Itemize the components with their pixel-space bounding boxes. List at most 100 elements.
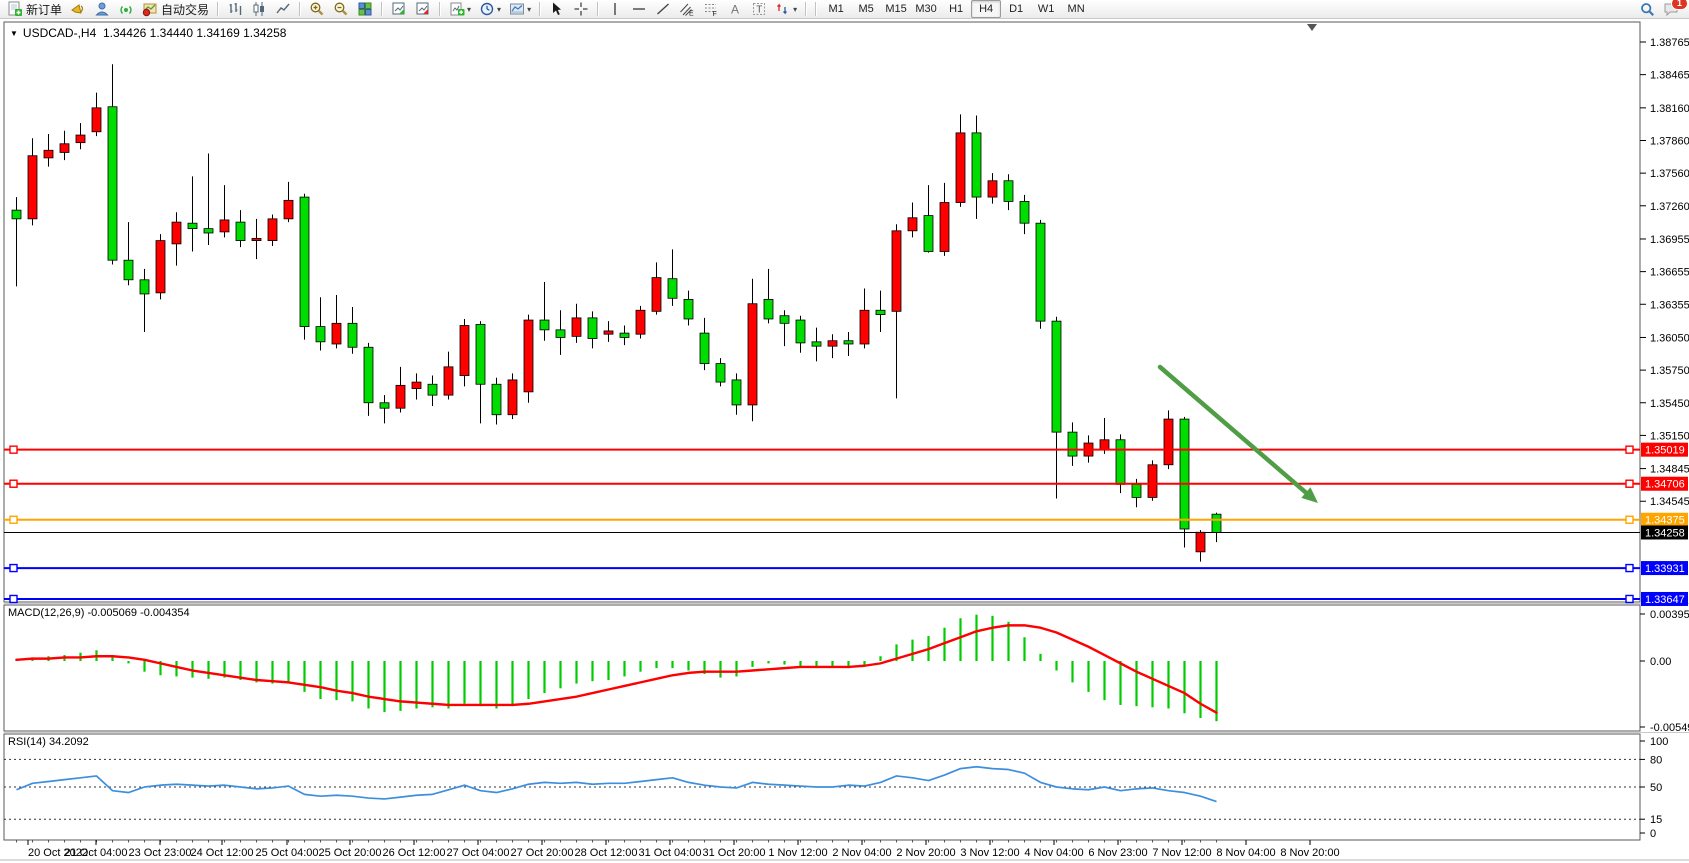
community-button[interactable] bbox=[90, 0, 114, 19]
autotrading-button[interactable]: 自动交易 bbox=[138, 0, 213, 19]
toolbar-groups: 新订单 自动交易 ▾ ▾ ▾ E F A T ▾ bbox=[3, 0, 811, 19]
support-line-1-handle-right[interactable] bbox=[1625, 563, 1634, 573]
cursor-button[interactable] bbox=[545, 0, 569, 19]
resistance-line-2-price-flag-label: 1.34706 bbox=[1645, 479, 1685, 491]
candle-body-bear bbox=[779, 315, 790, 324]
candle-body-bear bbox=[587, 317, 598, 339]
time-axis-label: 31 Oct 04:00 bbox=[639, 847, 702, 859]
candle-body-bull bbox=[251, 238, 262, 242]
align-charts-button[interactable] bbox=[411, 0, 435, 19]
text-a-icon: A bbox=[727, 1, 743, 17]
resistance-line-1-handle-left[interactable] bbox=[9, 445, 18, 454]
time-axis-label: 6 Nov 23:00 bbox=[1088, 847, 1147, 859]
timeframe-button-mn[interactable]: MN bbox=[1067, 3, 1085, 15]
candle-body-bear bbox=[315, 326, 326, 343]
candle-body-bear bbox=[731, 379, 742, 406]
toolbar-separator bbox=[539, 2, 542, 16]
zoom-in-button[interactable] bbox=[305, 0, 329, 19]
search-button[interactable] bbox=[1636, 0, 1659, 19]
candle-body-bear bbox=[699, 332, 710, 364]
resistance-line-1-handle-right[interactable] bbox=[1625, 445, 1634, 454]
resistance-line-2-handle-right[interactable] bbox=[1625, 479, 1634, 488]
period-button[interactable]: ▾ bbox=[475, 0, 505, 19]
candle-body-bull bbox=[1147, 464, 1158, 498]
notification-badge: 1 bbox=[1671, 0, 1688, 10]
price-axis-label: 1.36655 bbox=[1650, 267, 1689, 279]
support-line-2-price-flag-label: 1.33647 bbox=[1645, 594, 1685, 606]
resistance-line-2-price-flag bbox=[1641, 476, 1688, 491]
new-order-button[interactable]: 新订单 bbox=[3, 0, 66, 19]
zoom-out-icon bbox=[333, 1, 349, 17]
time-axis-label: 23 Oct 23:00 bbox=[129, 847, 192, 859]
candle-body-bull bbox=[411, 381, 422, 390]
chart-window-title: ▼ USDCAD-,H4 1.34426 1.34440 1.34169 1.34… bbox=[10, 26, 286, 40]
rsi-axis-label: 0 bbox=[1650, 828, 1656, 840]
trendline-button[interactable] bbox=[651, 0, 675, 19]
support-line-1-handle-left[interactable] bbox=[9, 563, 18, 573]
timeframe-button-m15[interactable]: M15 bbox=[885, 3, 907, 15]
candle-body-bull bbox=[283, 199, 294, 220]
timeframe-button-m1[interactable]: M1 bbox=[828, 3, 844, 15]
template-icon bbox=[509, 1, 525, 17]
timeframe-button-m5[interactable]: M5 bbox=[858, 3, 874, 15]
text-label-button[interactable]: T bbox=[747, 0, 771, 19]
channel-button[interactable]: E bbox=[675, 0, 699, 19]
support-line-2-handle-left[interactable] bbox=[9, 594, 18, 604]
time-axis-label: 8 Nov 20:00 bbox=[1280, 847, 1339, 859]
support-line-2-handle-right[interactable] bbox=[1625, 594, 1634, 604]
collapse-triangle-icon[interactable]: ▼ bbox=[10, 29, 18, 38]
candle-body-bear bbox=[1067, 431, 1078, 457]
candle-body-bear bbox=[1179, 418, 1190, 530]
bar-chart-button[interactable] bbox=[223, 0, 247, 19]
bar-chart-icon bbox=[227, 1, 243, 17]
candle-body-bear bbox=[379, 402, 390, 409]
rsi-axis-label: 15 bbox=[1650, 814, 1662, 826]
autotrading-button-label: 自动交易 bbox=[161, 2, 210, 17]
hline-button[interactable] bbox=[627, 0, 651, 19]
candle-body-bull bbox=[1099, 439, 1110, 450]
candle-body-bull bbox=[75, 134, 86, 144]
alert-button[interactable] bbox=[66, 0, 90, 19]
candle-chart-button[interactable] bbox=[247, 0, 271, 19]
new-chart-button[interactable]: ▾ bbox=[445, 0, 475, 19]
timeframe-button-h4[interactable]: H4 bbox=[971, 0, 1002, 18]
cursor-icon bbox=[549, 1, 565, 17]
candle-body-bear bbox=[619, 332, 630, 338]
pivot-line-handle-right[interactable] bbox=[1625, 515, 1634, 524]
timeframe-button-h1[interactable]: H1 bbox=[949, 3, 964, 15]
fibonacci-button[interactable]: F bbox=[699, 0, 723, 19]
arrows-button[interactable]: ▾ bbox=[771, 0, 801, 19]
trend-arrow-annotation[interactable] bbox=[1157, 364, 1316, 502]
notifications-button[interactable]: 1 bbox=[1659, 0, 1688, 19]
timeframe-button-m30[interactable]: M30 bbox=[915, 3, 937, 15]
line-chart-button[interactable] bbox=[271, 0, 295, 19]
timeframe-button-w1[interactable]: W1 bbox=[1037, 3, 1055, 15]
toolbar-separator bbox=[439, 2, 442, 16]
vline-button[interactable] bbox=[603, 0, 627, 19]
zoom-out-button[interactable] bbox=[329, 0, 353, 19]
vline-icon bbox=[607, 1, 623, 17]
tile-windows-button[interactable] bbox=[353, 0, 377, 19]
text-button[interactable]: A bbox=[723, 0, 747, 19]
candle-body-bear bbox=[123, 259, 134, 281]
template-button[interactable]: ▾ bbox=[505, 0, 535, 19]
crosshair-button[interactable] bbox=[569, 0, 593, 19]
candle-body-bear bbox=[1131, 483, 1142, 498]
toolbar-separator bbox=[217, 2, 220, 16]
arrows-icon bbox=[775, 1, 791, 17]
pivot-line-handle-left[interactable] bbox=[9, 515, 18, 524]
chart-shift-marker[interactable] bbox=[1307, 24, 1317, 31]
candle-body-bull bbox=[747, 303, 758, 406]
candle-body-bear bbox=[1051, 320, 1062, 433]
new-order-button-label: 新订单 bbox=[26, 2, 63, 17]
signals-button[interactable] bbox=[114, 0, 138, 19]
macd-axis-label: 0.003956 bbox=[1650, 609, 1689, 621]
price-axis-label: 1.37260 bbox=[1650, 201, 1689, 213]
zoom-in-icon bbox=[309, 1, 325, 17]
timeframe-button-d1[interactable]: D1 bbox=[1009, 3, 1024, 15]
auto-arrange-button[interactable] bbox=[387, 0, 411, 19]
macd-axis-label: 0.00 bbox=[1650, 656, 1671, 668]
resistance-line-2-handle-left[interactable] bbox=[9, 479, 18, 488]
candle-body-bear bbox=[203, 228, 214, 234]
candle-body-bear bbox=[491, 383, 502, 416]
